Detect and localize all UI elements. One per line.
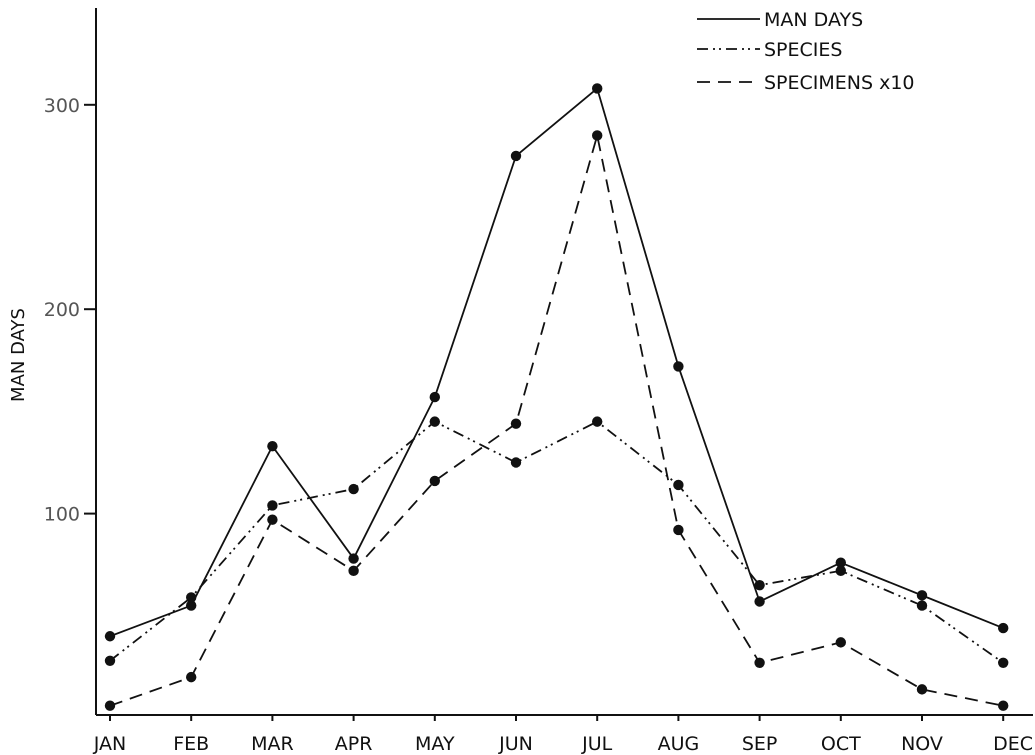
axes bbox=[95, 8, 1033, 716]
x-tick-label: OCT bbox=[821, 733, 861, 755]
data-point bbox=[510, 457, 522, 468]
x-tick-label: MAR bbox=[251, 733, 294, 755]
y-axis-label: MAN DAYS bbox=[8, 308, 29, 402]
y-ticks: 100 200 300 bbox=[44, 95, 96, 526]
series-specimens-x10 bbox=[104, 130, 1009, 711]
data-point bbox=[104, 655, 116, 666]
data-point bbox=[348, 553, 359, 564]
data-point bbox=[835, 557, 846, 568]
legend: MAN DAYS SPECIES SPECIMENS x10 bbox=[697, 9, 915, 94]
series-line bbox=[109, 87, 1004, 638]
data-point bbox=[998, 657, 1009, 669]
data-point bbox=[754, 657, 765, 669]
x-tick-label: SEP bbox=[742, 733, 778, 755]
data-point bbox=[186, 592, 197, 603]
data-point bbox=[673, 524, 684, 536]
data-point bbox=[348, 483, 359, 495]
legend-label: MAN DAYS bbox=[764, 9, 863, 31]
x-tick-label: JAN bbox=[93, 733, 126, 755]
data-point bbox=[754, 596, 765, 607]
x-tick-label: MAY bbox=[415, 733, 455, 755]
series-line bbox=[109, 134, 1004, 707]
data-point bbox=[673, 361, 684, 372]
data-point bbox=[592, 416, 603, 427]
data-point bbox=[510, 418, 522, 429]
data-point bbox=[510, 150, 522, 162]
data-point bbox=[186, 600, 197, 611]
x-tick-label: DEC bbox=[993, 733, 1033, 755]
series-layer bbox=[104, 83, 1009, 711]
x-tick-label: JUL bbox=[581, 733, 613, 755]
data-point bbox=[429, 391, 440, 403]
x-ticks: JAN FEB MAR APR MAY JUN JUL AUG SEP OCT NOV DEC bbox=[93, 715, 1033, 755]
data-point bbox=[998, 700, 1009, 711]
x-tick-label: APR bbox=[335, 733, 373, 755]
data-point bbox=[267, 500, 278, 511]
series-man-days bbox=[104, 83, 1009, 642]
data-point bbox=[916, 590, 928, 601]
series-species bbox=[104, 416, 1009, 669]
legend-label: SPECIMENS x10 bbox=[764, 72, 915, 94]
data-point bbox=[104, 631, 116, 642]
y-tick-label: 100 bbox=[44, 504, 80, 526]
data-point bbox=[186, 671, 197, 683]
series-line bbox=[109, 420, 1004, 664]
x-tick-label: NOV bbox=[901, 733, 943, 755]
data-point bbox=[754, 579, 765, 591]
data-point bbox=[835, 637, 846, 648]
data-point bbox=[104, 700, 116, 711]
data-point bbox=[267, 440, 278, 452]
data-point bbox=[916, 600, 928, 611]
data-point bbox=[835, 565, 846, 577]
data-point bbox=[348, 565, 359, 577]
y-tick-label: 300 bbox=[44, 95, 80, 117]
x-tick-label: FEB bbox=[173, 733, 209, 755]
data-point bbox=[673, 479, 684, 491]
x-tick-label: AUG bbox=[658, 733, 700, 755]
data-point bbox=[916, 684, 928, 695]
legend-label: SPECIES bbox=[764, 39, 842, 61]
x-tick-label: JUN bbox=[498, 733, 533, 755]
data-point bbox=[267, 514, 278, 525]
data-point bbox=[429, 416, 440, 427]
data-point bbox=[429, 475, 440, 487]
data-point bbox=[998, 622, 1009, 634]
data-point bbox=[592, 83, 603, 94]
y-tick-label: 200 bbox=[44, 299, 80, 321]
data-point bbox=[592, 130, 603, 141]
